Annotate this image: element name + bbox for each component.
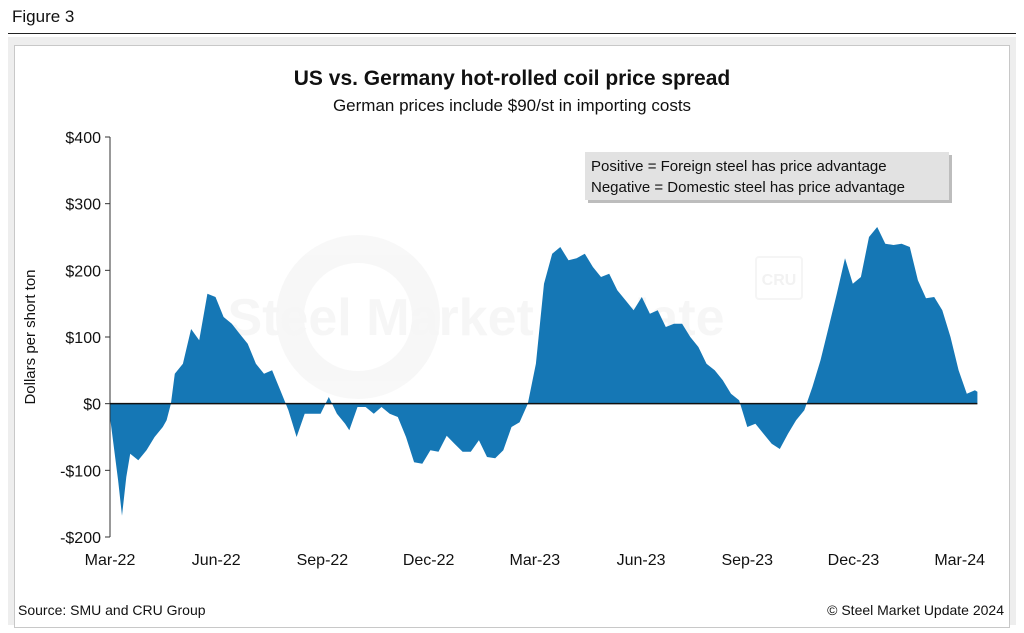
y-tick-label: -$200 [60,530,101,547]
watermark-cru-logo [755,256,803,300]
watermark-cru-text: CRU [762,272,797,289]
figure-rule [8,33,1016,34]
copyright-note: © Steel Market Update 2024 [827,602,1004,618]
y-tick-label: $200 [65,263,101,280]
y-tick-label: $0 [83,397,101,414]
x-tick-label: Jun-22 [192,552,241,569]
chart-subtitle: German prices include $90/st in importin… [333,96,691,115]
y-axis-label: Dollars per short ton [22,269,39,404]
x-tick-label: Dec-22 [403,552,455,569]
x-tick-label: Jun-23 [617,552,666,569]
chart-title: US vs. Germany hot-rolled coil price spr… [294,67,730,90]
legend-note-positive: Positive = Foreign steel has price advan… [591,158,887,175]
x-ticks: Mar-22 Jun-22 Sep-22 Dec-22 Mar-23 Jun-23 Sep-… [85,552,985,569]
legend-note: Positive = Foreign steel has price advan… [585,152,952,203]
y-ticks: -$200 -$100 $0 $100 $200 $300 $400 [60,130,110,547]
watermark: Steel Market Update CRU [227,235,803,399]
y-tick-label: -$100 [60,463,101,480]
watermark-logo-ring [276,235,440,399]
x-tick-label: Dec-23 [828,552,880,569]
x-tick-label: Mar-22 [85,552,136,569]
legend-note-negative: Negative = Domestic steel has price adva… [591,179,905,196]
y-tick-label: $100 [65,330,101,347]
x-tick-label: Sep-22 [297,552,349,569]
legend-note-box [585,152,949,200]
chart-panel: Steel Market Update CRU US vs. Germany h… [8,37,1016,628]
figure-label: Figure 3 [12,7,75,26]
x-tick-label: Mar-24 [934,552,985,569]
spread-area [110,227,978,516]
chart-svg: Steel Market Update CRU US vs. Germany h… [18,67,1004,618]
y-tick-label: $300 [65,197,101,214]
x-tick-label: Sep-23 [721,552,773,569]
x-tick-label: Mar-23 [509,552,560,569]
y-tick-label: $400 [65,130,101,147]
source-note: Source: SMU and CRU Group [18,602,206,618]
